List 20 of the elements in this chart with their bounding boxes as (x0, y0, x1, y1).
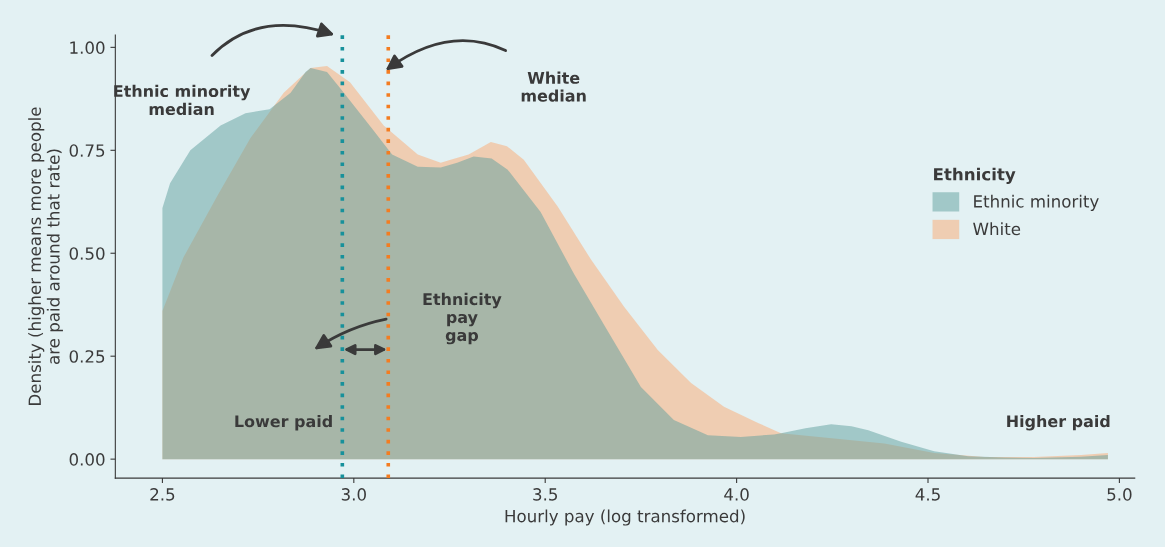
x-axis-title: Hourly pay (log transformed) (505, 509, 745, 526)
legend-label: White (973, 222, 1021, 236)
legend-title: Ethnicity (934, 167, 1016, 184)
y-tick-label: 0.75 (69, 144, 105, 157)
y-tick-label: 0.25 (69, 350, 105, 363)
annotation: Higher paid (1007, 414, 1110, 431)
x-tick-label: 2.5 (150, 488, 175, 501)
x-tick-label: 4.0 (724, 488, 749, 501)
y-axis-title: Density (higher means more people are paid around that rate) (28, 107, 63, 405)
annotation: Lower paid (235, 414, 332, 431)
legend-label: Ethnic minority (974, 194, 1099, 211)
y-tick-label: 0.50 (69, 247, 105, 260)
x-tick-label: 5.0 (1107, 488, 1132, 501)
y-tick-label: 1.00 (70, 41, 105, 54)
x-tick-label: 4.5 (915, 488, 940, 501)
annotation: Ethnicity pay gap (423, 292, 502, 345)
y-tick-label: 0.00 (69, 453, 105, 466)
x-tick-label: 3.0 (341, 488, 366, 501)
x-tick-label: 3.5 (533, 488, 558, 501)
annotation: White median (521, 71, 586, 102)
